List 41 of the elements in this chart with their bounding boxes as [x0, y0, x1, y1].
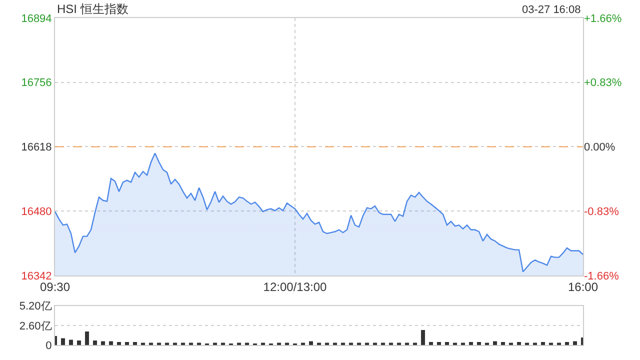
y-tick-label: 16894: [21, 12, 52, 25]
y2-tick-label: 0.00%: [584, 142, 616, 154]
bar: [125, 342, 129, 345]
y-tick-label: 0: [46, 340, 52, 352]
y-tick-label: 16480: [21, 206, 52, 218]
bar: [101, 341, 105, 345]
y2-tick-label: -1.66%: [584, 270, 620, 282]
bar: [541, 342, 545, 345]
bar: [493, 341, 497, 345]
bar: [61, 338, 65, 345]
bar: [93, 340, 97, 345]
bar: [501, 342, 505, 345]
x-tick-label: 12:00/13:00: [263, 280, 328, 294]
y-tick-label: 16342: [21, 270, 52, 282]
bar: [109, 341, 113, 345]
bar: [477, 342, 481, 345]
bar: [573, 341, 577, 345]
bar: [421, 330, 425, 345]
chart-title: HSI 恒生指数: [57, 2, 128, 16]
y-tick-label: 16756: [21, 77, 52, 90]
bar: [117, 342, 121, 345]
y-tick-label: 5.20亿: [19, 300, 52, 313]
bar: [565, 342, 569, 345]
y2-tick-label: -0.83%: [584, 206, 620, 218]
x-tick-label: 16:00: [568, 280, 598, 294]
text: 03-27 16:08: [522, 4, 581, 16]
bar: [469, 342, 473, 345]
bar: [69, 340, 73, 345]
bar: [77, 340, 81, 345]
y-tick-label: 16618: [21, 142, 52, 154]
bar: [517, 342, 521, 345]
bar: [429, 342, 433, 345]
bar: [437, 342, 441, 345]
bar: [309, 341, 313, 345]
y2-tick-label: +1.66%: [584, 12, 622, 25]
bar: [133, 342, 137, 345]
y2-tick-label: +0.83%: [584, 77, 622, 90]
x-tick-label: 09:30: [40, 280, 70, 294]
bar: [445, 342, 449, 345]
bar: [85, 331, 89, 345]
y-tick-label: 2.60亿: [19, 320, 52, 332]
